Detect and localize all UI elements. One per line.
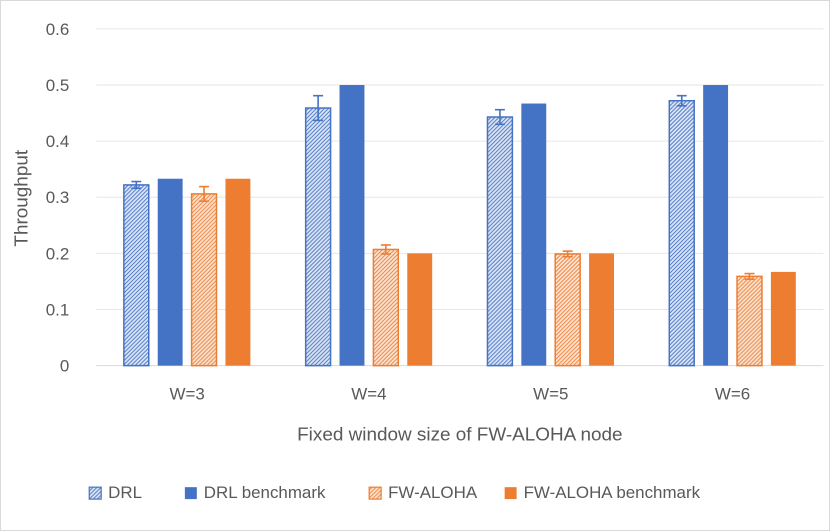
legend-label: FW-ALOHA benchmark <box>524 483 701 502</box>
legend-swatch <box>184 487 197 500</box>
bar-drl-w-6 <box>668 99 695 367</box>
legend-item-drl-benchmark: DRL benchmark <box>184 483 326 502</box>
y-tick-label: 0.6 <box>46 20 70 39</box>
legend-item-fw-aloha-benchmark: FW-ALOHA benchmark <box>504 483 701 502</box>
bar-fw-aloha-benchmark-w-5 <box>589 253 614 366</box>
bar-drl-benchmark-w-4 <box>339 85 365 366</box>
legend-swatch <box>88 486 102 500</box>
y-axis-title: Throughput <box>11 149 32 246</box>
legend-swatch <box>368 486 382 500</box>
x-tick-label: W=3 <box>169 384 204 403</box>
bar-fw-aloha-w-3 <box>190 193 218 367</box>
errorbar-fw-aloha-w-6 <box>744 272 755 280</box>
x-tick-label: W=5 <box>533 384 568 403</box>
error-bars <box>131 94 755 280</box>
legend-item-fw-aloha: FW-ALOHA <box>368 483 478 502</box>
x-tick-label: W=4 <box>351 384 386 403</box>
y-tick-label: 0.3 <box>46 188 70 207</box>
bar-drl-w-4 <box>304 107 332 367</box>
bar-drl-w-5 <box>486 116 514 367</box>
errorbar-fw-aloha-w-3 <box>199 185 210 202</box>
y-tick-label: 0 <box>60 357 69 376</box>
x-axis-title: Fixed window size of FW-ALOHA node <box>297 424 622 445</box>
legend: DRL DRL benchmark FW-ALOHA FW-ALOHA benchma… <box>88 483 701 502</box>
bar-drl-w-3 <box>123 184 150 367</box>
errorbar-fw-aloha-w-4 <box>380 244 391 255</box>
errorbar-fw-aloha-w-5 <box>562 250 573 258</box>
bars <box>123 85 796 367</box>
bar-fw-aloha-w-5 <box>554 253 581 367</box>
y-tick-labels: 0 0.1 0.2 0.3 0.4 0.5 0.6 <box>46 20 70 376</box>
bar-drl-benchmark-w-3 <box>157 178 183 366</box>
y-tick-label: 0.1 <box>46 300 70 319</box>
x-tick-label: W=6 <box>715 384 750 403</box>
bar-fw-aloha-w-6 <box>736 275 763 367</box>
legend-label: DRL <box>108 483 142 502</box>
bar-fw-aloha-benchmark-w-3 <box>225 178 251 366</box>
errorbar-drl-w-3 <box>131 180 142 190</box>
legend-label: FW-ALOHA <box>388 483 478 502</box>
gridlines <box>96 28 824 367</box>
y-tick-label: 0.2 <box>46 244 70 263</box>
legend-label: DRL benchmark <box>204 483 326 502</box>
y-tick-label: 0.4 <box>46 132 70 151</box>
bar-fw-aloha-w-4 <box>372 248 400 367</box>
legend-swatch <box>504 487 517 500</box>
bar-fw-aloha-benchmark-w-6 <box>770 271 796 366</box>
x-tick-labels: W=3 W=4 W=5 W=6 <box>169 384 750 403</box>
errorbar-drl-w-6 <box>676 94 687 107</box>
bar-fw-aloha-benchmark-w-4 <box>407 253 433 366</box>
errorbar-drl-w-4 <box>313 94 324 122</box>
y-tick-label: 0.5 <box>46 76 70 95</box>
bar-drl-benchmark-w-6 <box>703 85 729 366</box>
errorbar-drl-w-5 <box>494 108 505 126</box>
legend-item-drl: DRL <box>88 483 142 502</box>
bar-drl-benchmark-w-5 <box>521 103 547 366</box>
